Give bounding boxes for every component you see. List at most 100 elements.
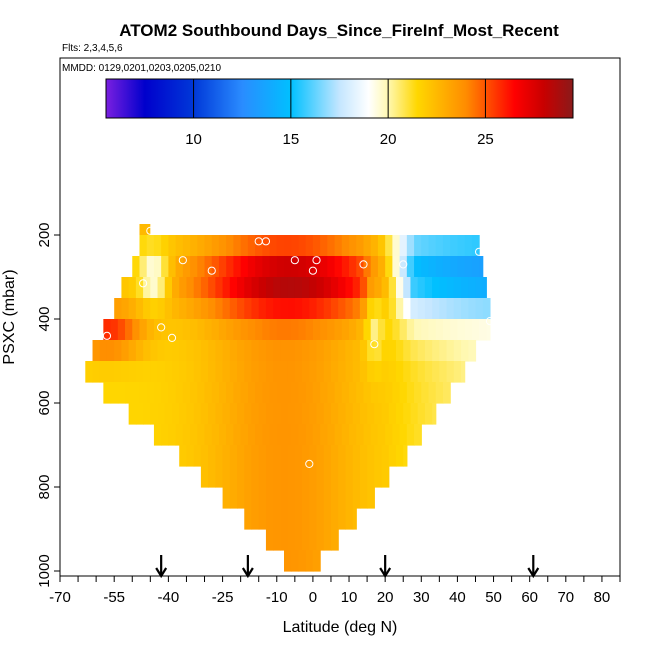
- heatmap-cell: [197, 319, 206, 341]
- heatmap-cell: [273, 508, 281, 530]
- heatmap-cell: [164, 403, 173, 425]
- heatmap-cell: [161, 256, 169, 278]
- heatmap-cell: [421, 235, 430, 257]
- heatmap-cell: [110, 382, 119, 404]
- heatmap-cell: [341, 256, 350, 278]
- heatmap-cell: [370, 319, 379, 341]
- heatmap-cells: [85, 224, 491, 572]
- heatmap-cell: [417, 403, 426, 425]
- heatmap-cell: [367, 340, 375, 362]
- heatmap-cell: [251, 340, 260, 362]
- heatmap-cell: [132, 319, 141, 341]
- sample-point: [157, 323, 166, 332]
- heatmap-cell: [164, 277, 173, 299]
- heatmap-cell: [341, 424, 350, 446]
- heatmap-cell: [410, 403, 419, 425]
- heatmap-cell: [417, 298, 426, 320]
- heatmap-cell: [330, 298, 339, 320]
- heatmap-cell: [143, 361, 151, 383]
- heatmap-cell: [244, 508, 253, 530]
- sample-point: [359, 260, 368, 269]
- heatmap-cell: [132, 256, 141, 278]
- y-tick-label: 600: [36, 390, 53, 415]
- sample-point: [399, 260, 408, 269]
- heatmap-cell: [305, 424, 314, 446]
- heatmap-cell: [280, 298, 289, 320]
- heatmap-cell: [461, 298, 469, 320]
- heatmap-cell: [312, 382, 321, 404]
- heatmap-cell: [338, 298, 347, 320]
- heatmap-cell: [396, 340, 404, 362]
- heatmap-cell: [471, 256, 480, 278]
- heatmap-cell: [442, 319, 451, 341]
- heatmap-cell: [446, 298, 455, 320]
- heatmap-cell: [265, 529, 274, 551]
- heatmap-cell: [153, 424, 162, 446]
- heatmap-cell: [352, 403, 361, 425]
- heatmap-cell: [309, 487, 318, 509]
- heatmap-cell: [132, 382, 141, 404]
- heatmap-cell: [139, 319, 148, 341]
- heatmap-cell: [352, 445, 361, 467]
- heatmap-cell: [428, 256, 437, 278]
- heatmap-cell: [461, 277, 469, 299]
- colorbar: 10 15 20 25: [105, 78, 574, 148]
- heatmap-cell: [143, 298, 151, 320]
- heatmap-cell: [110, 319, 119, 341]
- heatmap-cell: [345, 508, 354, 530]
- heatmap-cell: [125, 319, 133, 341]
- heatmap-cell: [258, 361, 267, 383]
- heatmap-cell: [229, 361, 238, 383]
- heatmap-cell: [298, 382, 307, 404]
- heatmap-cell: [439, 361, 448, 383]
- heatmap-cell: [457, 256, 466, 278]
- heatmap-cell: [251, 466, 260, 488]
- heatmap-cell: [226, 382, 235, 404]
- heatmap-cell: [190, 382, 198, 404]
- heatmap-cell: [222, 403, 231, 425]
- heatmap-cell: [294, 445, 303, 467]
- heatmap-cell: [406, 256, 415, 278]
- heatmap-cell: [291, 235, 300, 257]
- heatmap-cell: [172, 298, 180, 320]
- heatmap-cell: [157, 340, 166, 362]
- heatmap-cell: [370, 235, 379, 257]
- heatmap-cell: [388, 277, 397, 299]
- heatmap-cell: [262, 256, 271, 278]
- heatmap-cell: [269, 256, 278, 278]
- heatmap-cell: [197, 235, 206, 257]
- heatmap-cell: [161, 382, 169, 404]
- heatmap-cell: [406, 235, 415, 257]
- heatmap-cell: [334, 424, 343, 446]
- heatmap-cell: [320, 424, 328, 446]
- heatmap-cell: [193, 298, 202, 320]
- heatmap-cell: [446, 277, 455, 299]
- heatmap-cell: [168, 424, 177, 446]
- heatmap-cell: [424, 403, 433, 425]
- heatmap-cell: [428, 319, 437, 341]
- heatmap-cell: [172, 277, 180, 299]
- heatmap-cell: [233, 382, 242, 404]
- heatmap-cell: [330, 487, 339, 509]
- heatmap-cell: [287, 508, 296, 530]
- heatmap-cell: [298, 235, 307, 257]
- heatmap-cell: [486, 319, 491, 341]
- heatmap-cell: [226, 319, 235, 341]
- heatmap-cell: [312, 424, 321, 446]
- heatmap-cell: [251, 445, 260, 467]
- heatmap-cell: [356, 382, 365, 404]
- heatmap-cell: [215, 466, 224, 488]
- heatmap-cell: [222, 361, 231, 383]
- heatmap-cell: [399, 424, 408, 446]
- heatmap-cell: [150, 277, 159, 299]
- heatmap-cell: [114, 340, 123, 362]
- heatmap-cell: [135, 403, 144, 425]
- x-tick-label: 50: [485, 589, 502, 606]
- heatmap-cell: [200, 403, 209, 425]
- heatmap-cell: [175, 382, 184, 404]
- heatmap-cell: [410, 298, 419, 320]
- heatmap-cell: [179, 403, 188, 425]
- heatmap-cell: [356, 319, 365, 341]
- heatmap-cell: [475, 298, 484, 320]
- heatmap-cell: [471, 319, 480, 341]
